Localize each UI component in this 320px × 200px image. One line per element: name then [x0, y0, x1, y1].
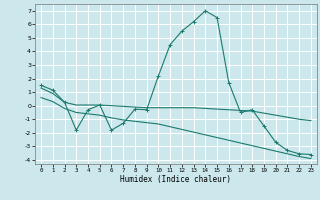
X-axis label: Humidex (Indice chaleur): Humidex (Indice chaleur): [121, 175, 231, 184]
